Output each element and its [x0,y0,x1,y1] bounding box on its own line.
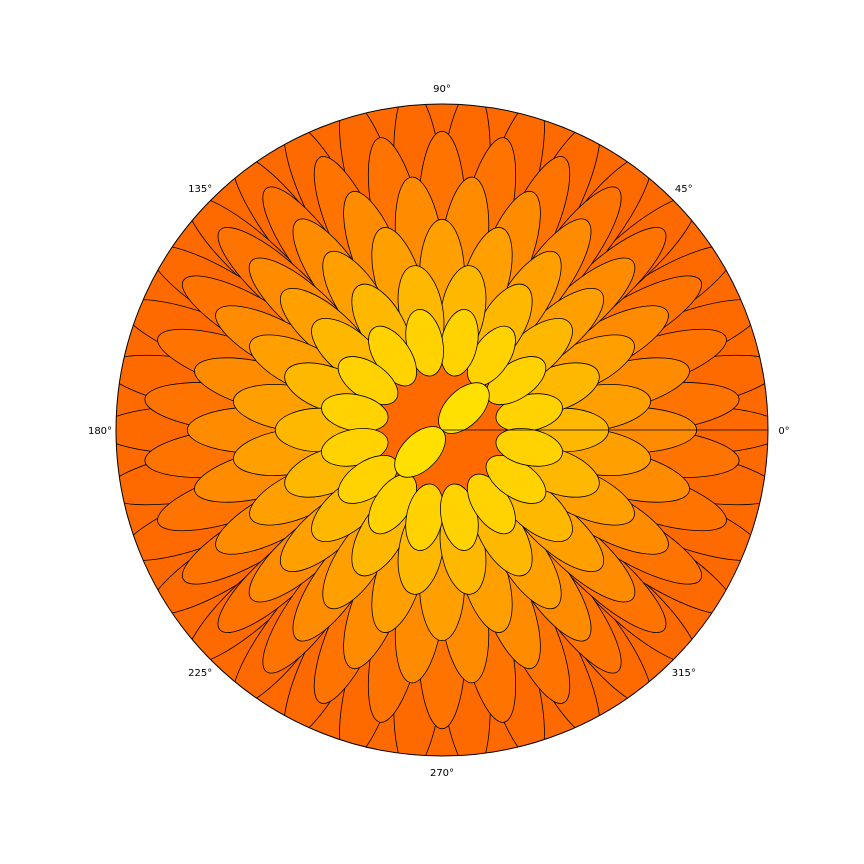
theta-tick-label: 0° [778,426,789,437]
plot-area [116,104,768,756]
theta-tick-label: 180° [88,426,112,437]
theta-tick-label: 315° [672,668,696,679]
theta-tick-label: 135° [188,184,212,195]
theta-tick-labels: 0° 45° 90° 135° 180° 225° 270° 315° [88,84,790,779]
theta-tick-label: 225° [188,668,212,679]
theta-tick-label: 270° [430,768,454,779]
polar-frame [115,103,769,757]
theta-tick-label: 45° [675,184,693,195]
theta-tick-label: 90° [433,84,451,95]
